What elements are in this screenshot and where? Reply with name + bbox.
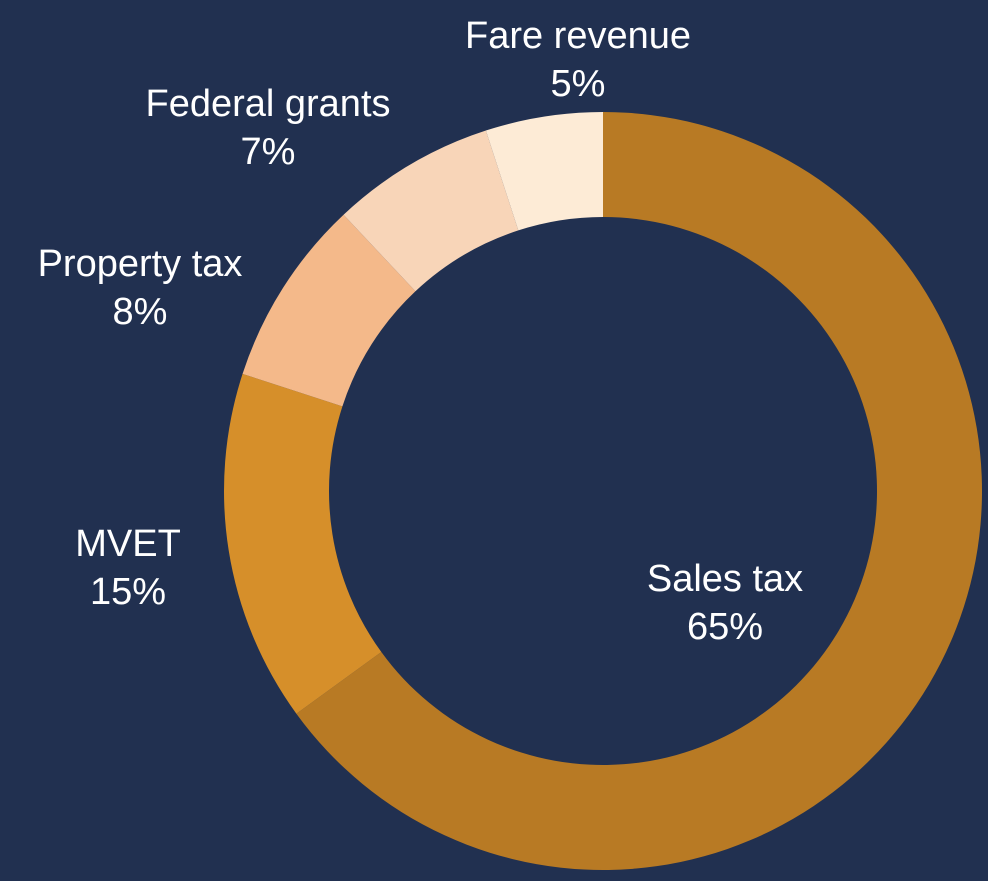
donut-slice	[242, 214, 416, 407]
slice-label: Sales tax	[647, 558, 803, 600]
slice-value-label: 5%	[551, 63, 606, 105]
slice-value-label: 15%	[90, 571, 166, 613]
donut-slice	[224, 373, 382, 714]
slice-label: Fare revenue	[465, 15, 691, 57]
donut-slice	[485, 112, 603, 231]
slice-label: Federal grants	[145, 83, 390, 125]
slice-value-label: 65%	[687, 606, 763, 648]
donut-slice	[343, 130, 519, 292]
slice-label: MVET	[75, 523, 181, 565]
donut-slice	[296, 112, 982, 870]
slice-value-label: 7%	[241, 131, 296, 173]
slice-label: Property tax	[38, 243, 243, 285]
slice-value-label: 8%	[113, 291, 168, 333]
